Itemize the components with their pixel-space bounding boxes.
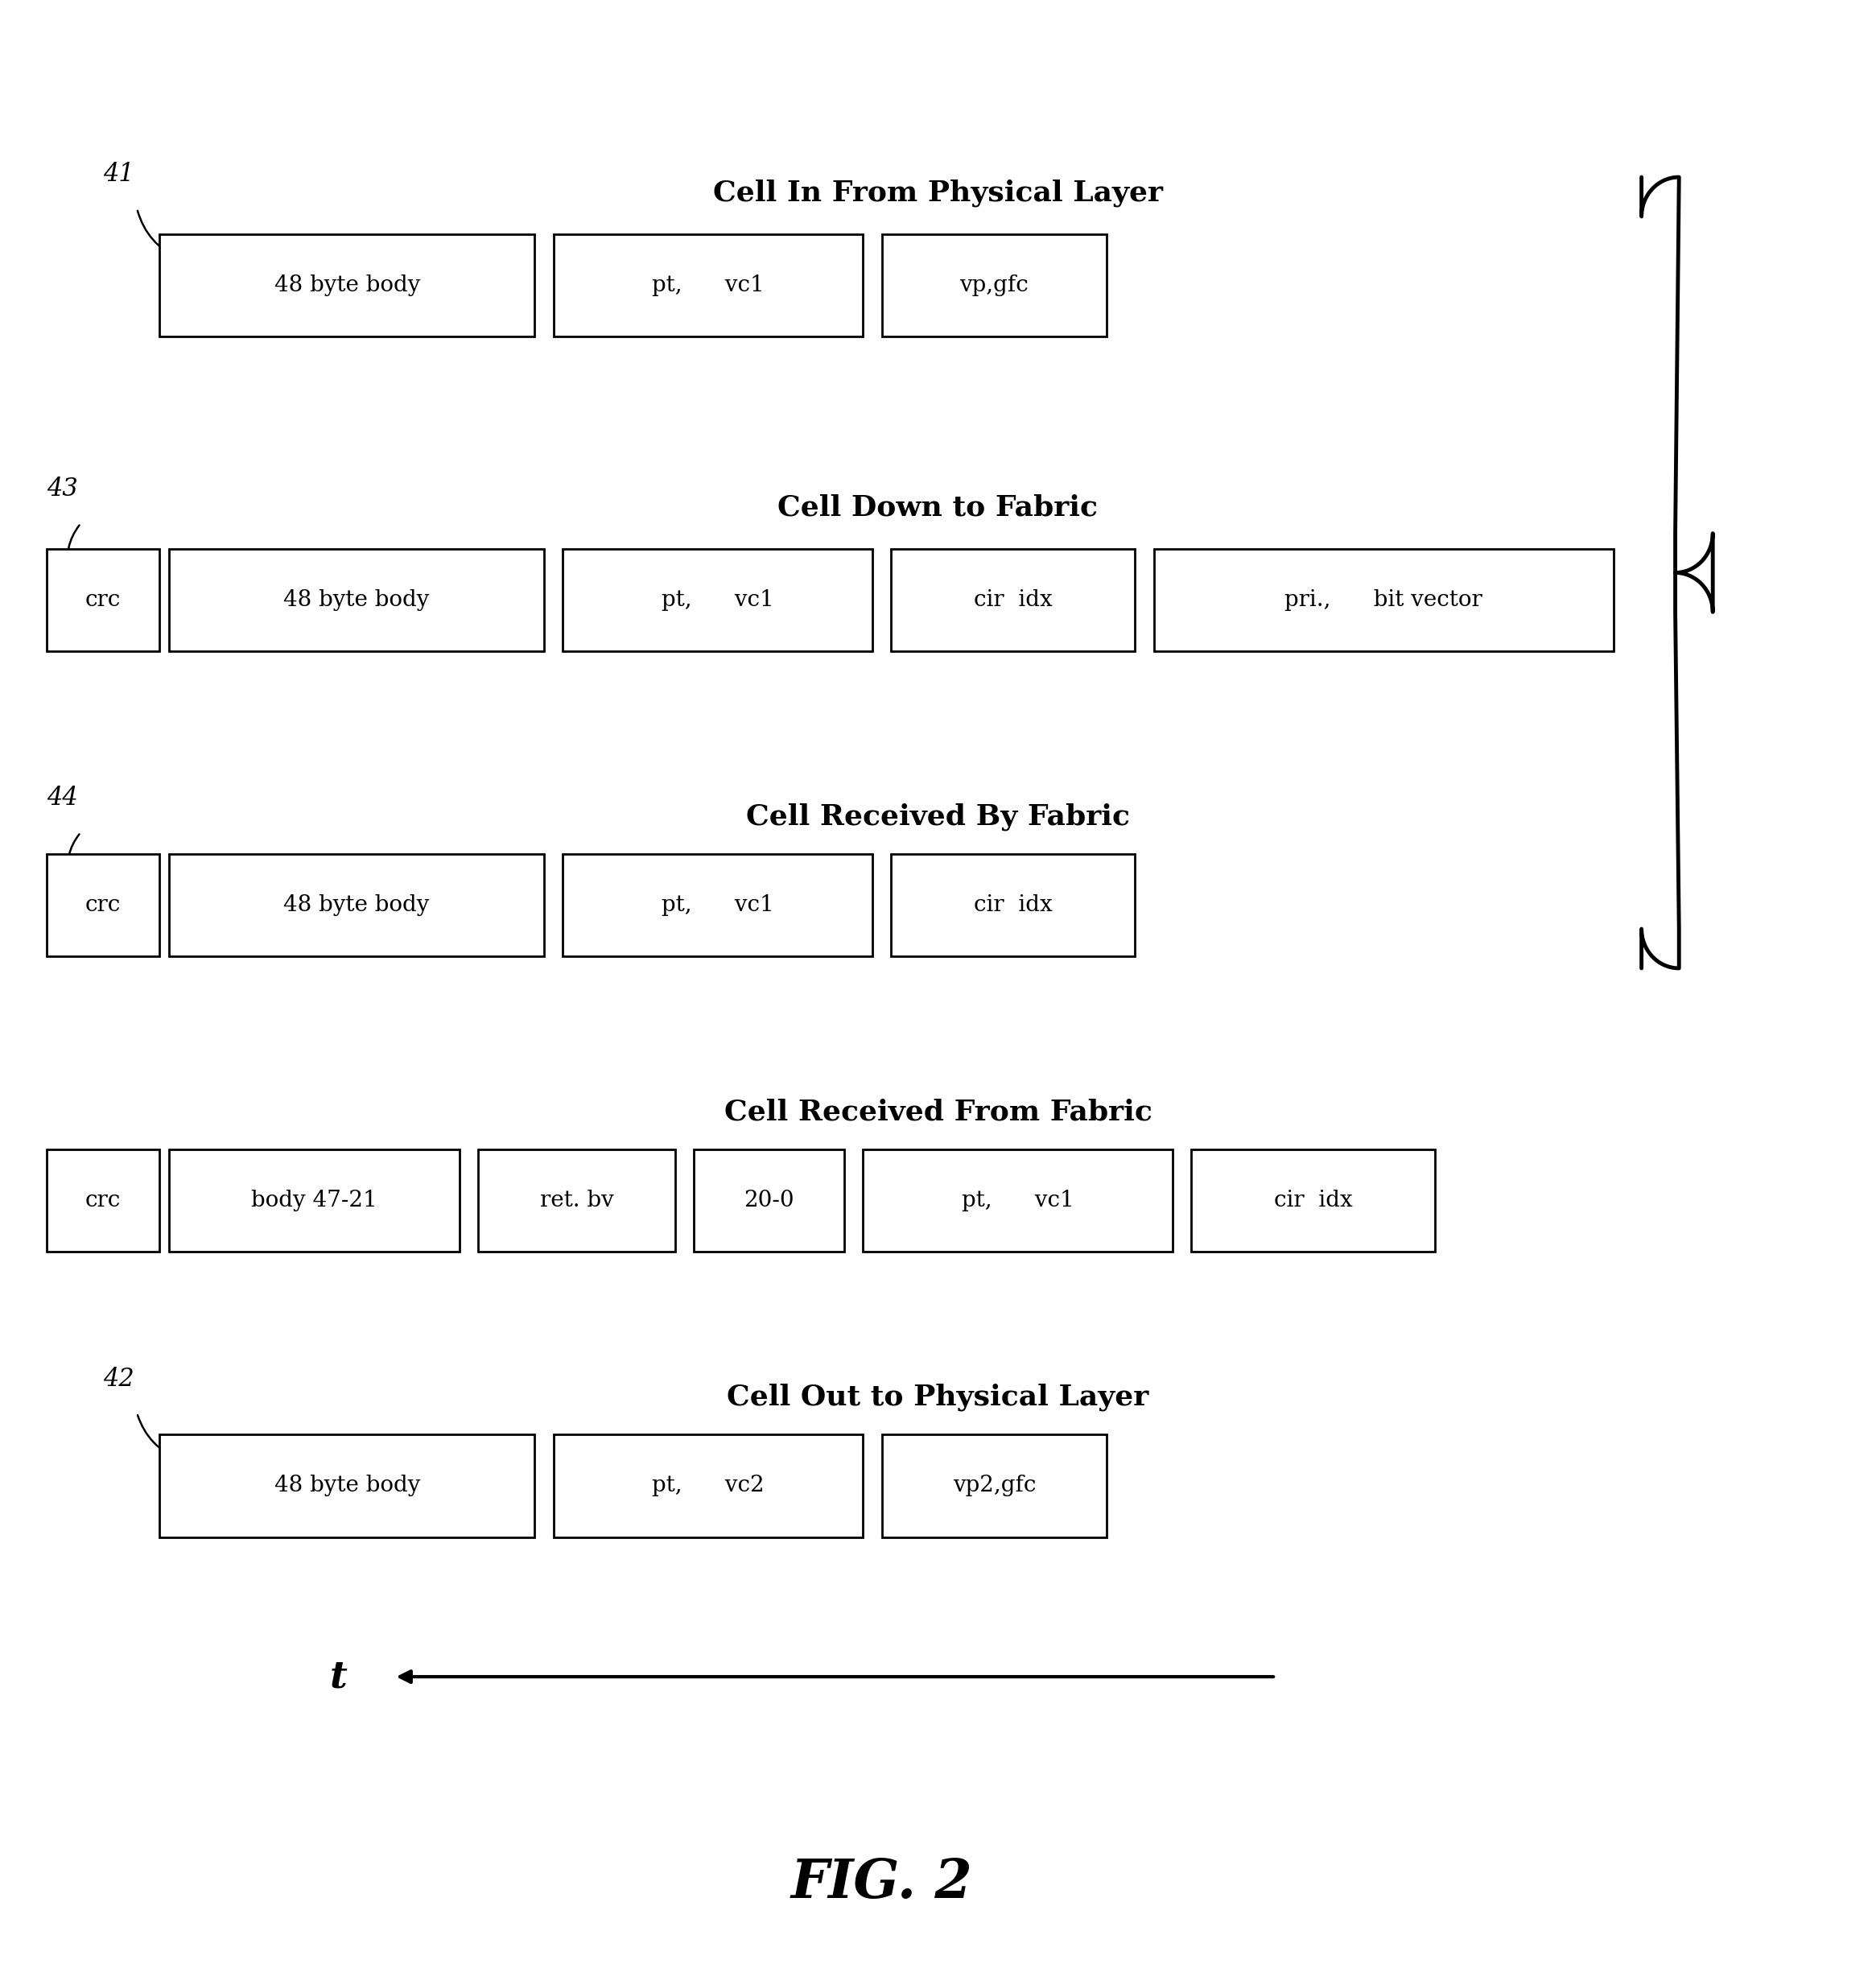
Text: vp2,gfc: vp2,gfc [953, 1474, 1036, 1498]
Text: body 47-21: body 47-21 [251, 1189, 377, 1212]
Text: pt,      vc1: pt, vc1 [662, 588, 773, 612]
Text: crc: crc [86, 1189, 120, 1212]
Text: FIG. 2: FIG. 2 [792, 1856, 972, 1909]
Text: 48 byte body: 48 byte body [274, 274, 420, 297]
Text: 48 byte body: 48 byte body [283, 893, 430, 917]
FancyBboxPatch shape [891, 549, 1135, 651]
FancyBboxPatch shape [563, 854, 872, 956]
Text: Cell Received From Fabric: Cell Received From Fabric [724, 1098, 1152, 1126]
Text: pt,      vc1: pt, vc1 [653, 274, 764, 297]
FancyBboxPatch shape [478, 1149, 675, 1252]
Text: pt,      vc2: pt, vc2 [653, 1474, 764, 1498]
FancyBboxPatch shape [169, 854, 544, 956]
Text: vp,gfc: vp,gfc [961, 274, 1028, 297]
FancyBboxPatch shape [159, 234, 535, 337]
Text: cir  idx: cir idx [974, 588, 1052, 612]
Text: cir  idx: cir idx [1274, 1189, 1353, 1212]
FancyBboxPatch shape [1154, 549, 1613, 651]
FancyBboxPatch shape [47, 854, 159, 956]
FancyBboxPatch shape [563, 549, 872, 651]
Text: pt,      vc1: pt, vc1 [662, 893, 773, 917]
Text: crc: crc [86, 893, 120, 917]
FancyBboxPatch shape [169, 549, 544, 651]
FancyBboxPatch shape [882, 1435, 1107, 1537]
Text: ret. bv: ret. bv [540, 1189, 613, 1212]
FancyBboxPatch shape [159, 1435, 535, 1537]
FancyBboxPatch shape [1191, 1149, 1435, 1252]
FancyBboxPatch shape [169, 1149, 460, 1252]
FancyBboxPatch shape [882, 234, 1107, 337]
Text: cir  idx: cir idx [974, 893, 1052, 917]
Text: 48 byte body: 48 byte body [274, 1474, 420, 1498]
FancyBboxPatch shape [47, 1149, 159, 1252]
Text: pri.,      bit vector: pri., bit vector [1285, 588, 1482, 612]
Text: 41: 41 [103, 161, 135, 187]
Text: Cell In From Physical Layer: Cell In From Physical Layer [713, 179, 1163, 207]
Text: 42: 42 [103, 1366, 135, 1391]
Text: t: t [330, 1659, 347, 1694]
FancyBboxPatch shape [694, 1149, 844, 1252]
FancyBboxPatch shape [863, 1149, 1172, 1252]
Text: Cell Out to Physical Layer: Cell Out to Physical Layer [728, 1384, 1148, 1411]
FancyBboxPatch shape [891, 854, 1135, 956]
Text: 20-0: 20-0 [745, 1189, 794, 1212]
FancyBboxPatch shape [553, 234, 863, 337]
FancyBboxPatch shape [47, 549, 159, 651]
Text: crc: crc [86, 588, 120, 612]
Text: 43: 43 [47, 476, 79, 502]
Text: Cell Received By Fabric: Cell Received By Fabric [747, 803, 1129, 830]
FancyBboxPatch shape [553, 1435, 863, 1537]
Text: pt,      vc1: pt, vc1 [962, 1189, 1073, 1212]
Text: Cell Down to Fabric: Cell Down to Fabric [779, 494, 1097, 522]
Text: 44: 44 [47, 785, 79, 811]
Text: 48 byte body: 48 byte body [283, 588, 430, 612]
